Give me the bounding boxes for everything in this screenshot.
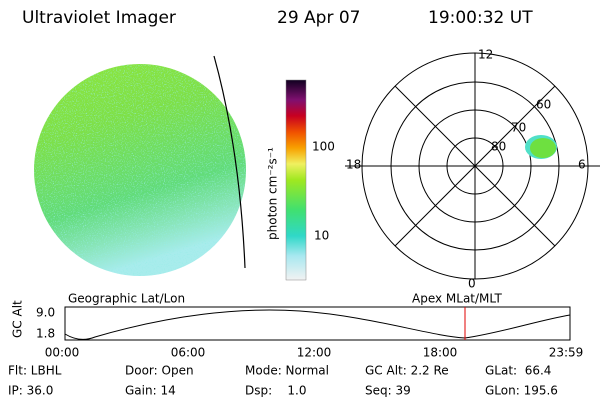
info-field: Flt: LBHL	[8, 364, 62, 378]
polar-label: 0	[468, 277, 476, 291]
info-field: Dsp: 1.0	[245, 384, 307, 398]
polar-label: 80	[491, 140, 506, 154]
info-field: Mode: Normal	[245, 364, 329, 378]
info-field: GC Alt: 2.2 Re	[365, 364, 449, 378]
date: 29 Apr 07	[277, 8, 360, 28]
x-tick-label: 18:00	[423, 346, 458, 360]
info-field: Door: Open	[125, 364, 194, 378]
earth-image	[34, 55, 246, 276]
polar-label: 6	[578, 158, 586, 172]
time: 19:00:32 UT	[428, 8, 533, 28]
plot-title-right: Apex MLat/MLT	[412, 292, 502, 306]
info-panel: Flt: LBHL Door: Open Mode: Normal GC Alt: 2…	[8, 364, 558, 398]
y-tick-label: 9.0	[36, 306, 55, 320]
info-field: Gain: 14	[125, 384, 176, 398]
colorbar-label: photon cm⁻²s⁻¹	[266, 147, 280, 240]
polar-label: 60	[536, 98, 551, 112]
polar-grid	[345, 52, 600, 280]
y-axis-label: GC Alt	[11, 300, 25, 338]
colorbar-tick: 10	[314, 229, 329, 243]
info-field: Seq: 39	[365, 384, 411, 398]
polar-label: 18	[346, 158, 361, 172]
x-tick-label: 23:59	[549, 346, 584, 360]
info-field: IP: 36.0	[8, 384, 53, 398]
plot-title-left: Geographic Lat/Lon	[68, 292, 185, 306]
colorbar-tick: 100	[312, 140, 335, 154]
y-tick-label: 1.8	[36, 327, 55, 341]
color-bar	[285, 79, 307, 281]
x-tick-label: 06:00	[171, 346, 206, 360]
title: Ultraviolet Imager	[22, 8, 176, 28]
aurora-spot	[525, 135, 557, 159]
info-field: GLat: 66.4	[485, 364, 551, 378]
x-tick-label: 00:00	[45, 346, 80, 360]
alt-plot-frame	[64, 306, 571, 341]
polar-label: 70	[511, 121, 526, 135]
polar-label: 12	[478, 48, 493, 62]
alt-curve	[64, 309, 571, 340]
x-tick-label: 12:00	[297, 346, 332, 360]
info-field: GLon: 195.6	[485, 384, 558, 398]
